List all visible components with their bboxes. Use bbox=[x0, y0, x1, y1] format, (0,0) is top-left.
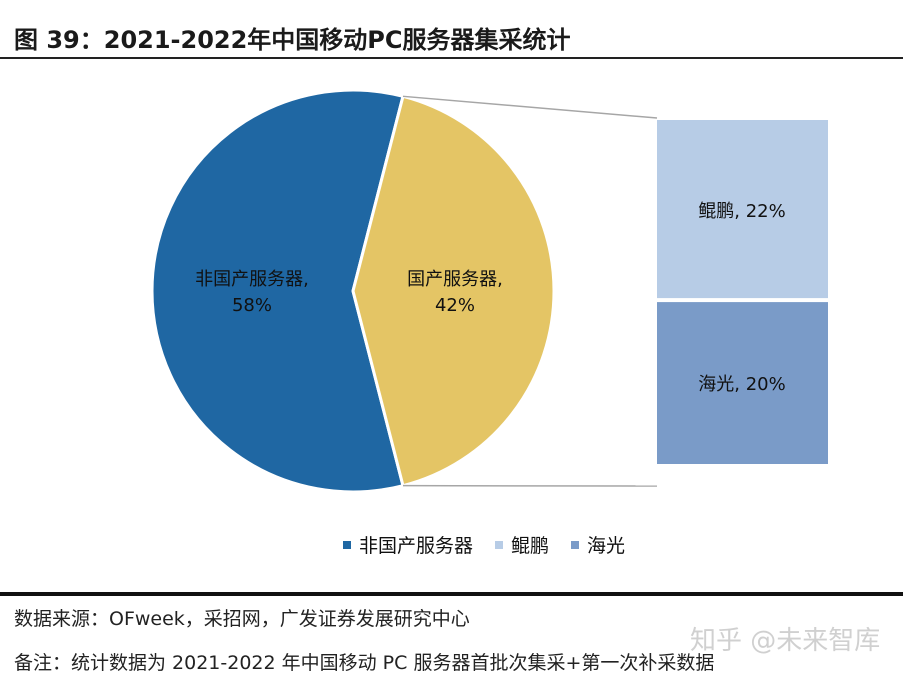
pie-slice bbox=[150, 88, 405, 494]
legend-item: 海光 bbox=[571, 531, 625, 558]
legend-swatch bbox=[343, 540, 351, 549]
legend-item: 非国产服务器 bbox=[343, 531, 473, 558]
legend-label: 海光 bbox=[587, 535, 626, 557]
legend-item: 鲲鹏 bbox=[495, 531, 549, 558]
breakdown-bar bbox=[657, 120, 828, 299]
breakdown-bar bbox=[657, 302, 828, 464]
legend-swatch bbox=[571, 540, 580, 549]
source-note: 数据来源：OFweek，采招网，广发证券发展研究中心 bbox=[14, 608, 470, 630]
figure-title: 图 39：2021-2022年中国移动PC服务器集采统计 bbox=[14, 26, 571, 54]
legend-label: 鲲鹏 bbox=[511, 535, 550, 557]
connector-line bbox=[402, 95, 658, 119]
bar-label-0: 鲲鹏, 22% bbox=[698, 201, 785, 222]
footer-divider bbox=[0, 592, 903, 596]
watermark: 知乎 @未来智库 bbox=[690, 626, 881, 656]
bar-label-1: 海光, 20% bbox=[698, 374, 785, 395]
legend: 非国产服务器 鲲鹏 海光 bbox=[343, 531, 625, 558]
slice-label-value-1: 42% bbox=[435, 295, 475, 316]
remark-note: 备注：统计数据为 2021-2022 年中国移动 PC 服务器首批次集采+第一次… bbox=[14, 652, 715, 674]
title-divider bbox=[0, 57, 903, 59]
slice-label-name-0: 非国产服务器, bbox=[195, 269, 309, 290]
slice-label-value-0: 58% bbox=[232, 295, 272, 316]
legend-label: 非国产服务器 bbox=[359, 535, 474, 557]
slice-label-name-1: 国产服务器, bbox=[407, 269, 503, 290]
legend-swatch bbox=[495, 540, 504, 549]
pie-slice bbox=[351, 94, 556, 488]
